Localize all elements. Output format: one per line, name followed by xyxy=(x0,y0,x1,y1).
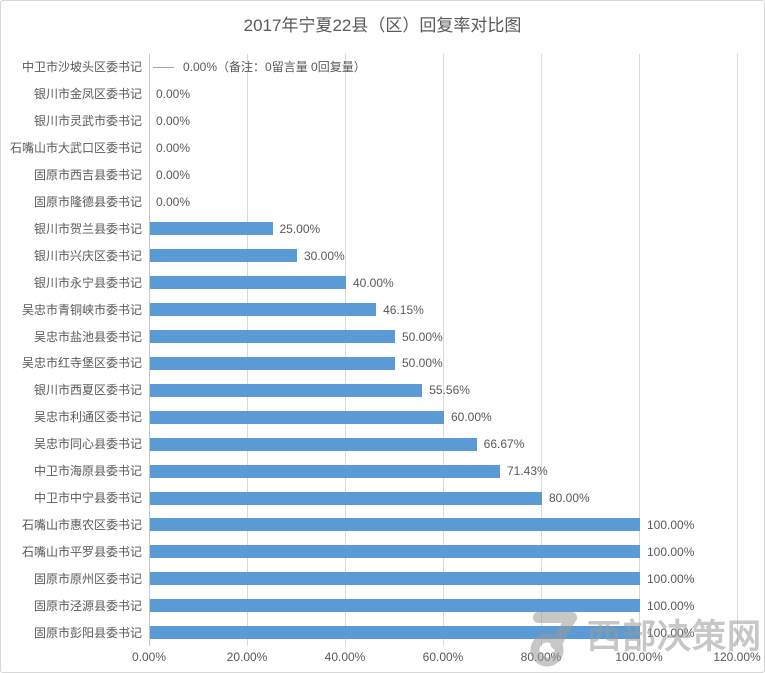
bar xyxy=(150,572,640,586)
value-label: 50.00% xyxy=(402,329,443,344)
value-label: 0.00% xyxy=(156,87,191,102)
gridline xyxy=(443,54,444,646)
category-label: 吴忠市利通区委书记 xyxy=(33,410,142,425)
category-label: 银川市贺兰县委书记 xyxy=(33,221,142,236)
bar xyxy=(150,545,640,559)
category-label: 中卫市海原县委书记 xyxy=(33,464,142,479)
x-axis-tick-label: 80.00% xyxy=(520,650,562,664)
gridline xyxy=(639,54,640,646)
category-label: 银川市灵武市委书记 xyxy=(33,114,142,129)
y-axis-line xyxy=(149,54,150,646)
value-label: 71.43% xyxy=(507,464,548,479)
bar xyxy=(150,437,477,451)
value-label: 0.00%（备注：0留言量 0回复量） xyxy=(183,60,366,75)
value-label: 60.00% xyxy=(451,410,492,425)
gridline xyxy=(541,54,542,646)
zero-leader-line xyxy=(153,67,174,69)
category-label: 固原市隆德县委书记 xyxy=(33,195,142,209)
category-label: 中卫市沙坡头区委书记 xyxy=(21,60,142,75)
category-label: 吴忠市红寺堡区委书记 xyxy=(21,356,142,371)
value-label: 0.00% xyxy=(156,195,191,209)
category-label: 中卫市中宁县委书记 xyxy=(33,491,142,505)
value-label: 100.00% xyxy=(647,598,695,613)
value-label: 25.00% xyxy=(279,221,321,236)
value-label: 46.15% xyxy=(383,302,424,317)
value-label: 80.00% xyxy=(549,491,590,505)
value-label: 50.00% xyxy=(402,356,443,371)
x-axis-tick-label: 0.00% xyxy=(131,650,167,664)
value-label: 40.00% xyxy=(353,275,394,290)
x-axis-tick-label: 60.00% xyxy=(422,650,464,664)
x-axis-tick-label: 20.00% xyxy=(226,650,268,664)
value-label: 100.00% xyxy=(647,625,695,640)
bar xyxy=(150,249,297,263)
bar xyxy=(150,330,395,344)
value-label: 66.67% xyxy=(483,437,525,452)
category-label: 吴忠市青铜峡市委书记 xyxy=(21,302,142,317)
category-label: 石嘴山市平罗县委书记 xyxy=(21,544,142,559)
x-axis-tick-label: 40.00% xyxy=(324,650,366,664)
category-label: 固原市彭阳县委书记 xyxy=(33,625,142,640)
value-label: 0.00% xyxy=(156,168,191,183)
bar xyxy=(150,383,423,397)
value-label: 30.00% xyxy=(304,248,345,263)
bar xyxy=(150,464,500,478)
chart-title: 2017年宁夏22县（区）回复率对比图 xyxy=(243,16,522,35)
category-label: 石嘴山市惠农区委书记 xyxy=(21,517,142,532)
value-label: 100.00% xyxy=(647,517,695,532)
category-label: 银川市永宁县委书记 xyxy=(33,275,142,290)
category-label: 固原市西吉县委书记 xyxy=(33,168,142,183)
bar xyxy=(150,356,395,370)
value-label: 0.00% xyxy=(156,141,191,156)
gridline xyxy=(737,54,738,646)
gridline xyxy=(247,54,248,646)
bar xyxy=(150,222,273,236)
category-label: 吴忠市同心县委书记 xyxy=(33,437,142,452)
x-axis-tick-label: 120.00% xyxy=(713,650,761,664)
x-axis-tick-label: 100.00% xyxy=(615,650,663,664)
value-label: 55.56% xyxy=(429,383,470,398)
bar xyxy=(150,410,444,424)
category-label: 吴忠市盐池县委书记 xyxy=(33,329,142,344)
category-label: 银川市西夏区委书记 xyxy=(33,383,142,398)
value-label: 100.00% xyxy=(647,571,695,586)
value-label: 100.00% xyxy=(647,544,695,559)
bar xyxy=(150,491,542,505)
bar xyxy=(150,518,640,532)
category-label: 银川市金凤区委书记 xyxy=(33,87,142,102)
value-label: 0.00% xyxy=(156,114,191,129)
category-label: 石嘴山市大武口区委书记 xyxy=(9,141,142,156)
category-label: 固原市原州区委书记 xyxy=(33,571,142,586)
bar xyxy=(150,303,377,317)
bar xyxy=(150,626,640,640)
gridline xyxy=(345,54,346,646)
bar xyxy=(150,276,346,290)
category-label: 银川市兴庆区委书记 xyxy=(33,248,142,263)
category-label: 固原市泾源县委书记 xyxy=(33,598,142,613)
bar xyxy=(150,599,640,613)
